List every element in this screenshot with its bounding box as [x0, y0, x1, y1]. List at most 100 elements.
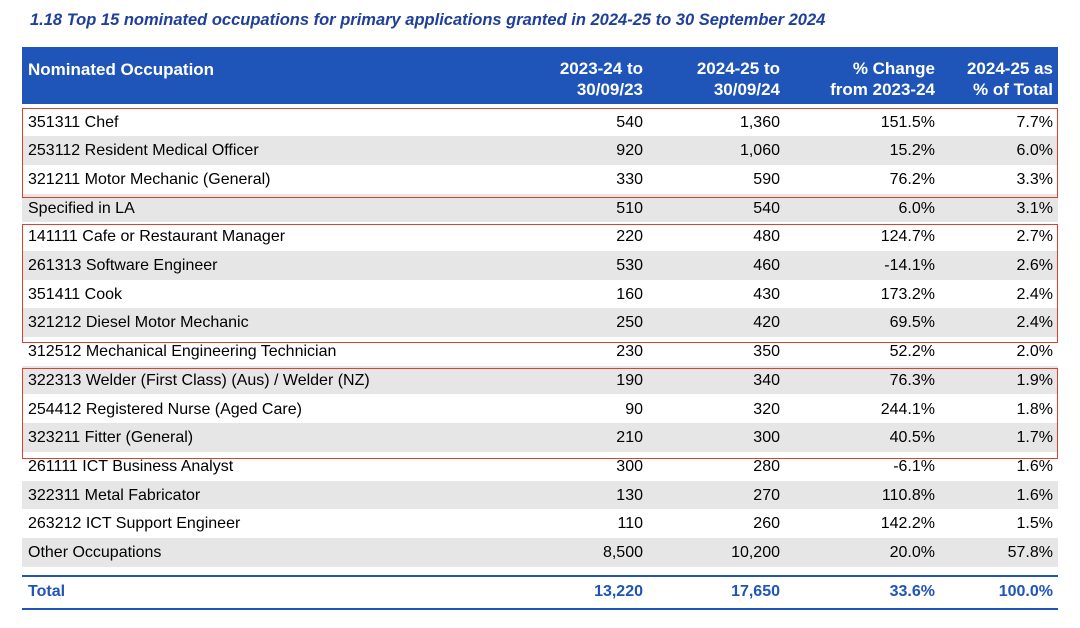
- table-row: 351411 Cook 160 430 173.2% 2.4%: [22, 280, 1058, 309]
- cell: Nominated Occupation: [28, 60, 215, 79]
- cell: 263212 ICT Support Engineer: [28, 515, 241, 533]
- cell: -6.1%: [893, 457, 935, 475]
- cell: 57.8%: [1007, 544, 1053, 561]
- cell: 330: [616, 170, 643, 188]
- cell: Other Occupations: [28, 544, 162, 561]
- cell: 124.7%: [880, 228, 935, 246]
- cell: 322313 Welder (First Class) (Aus) / Weld…: [28, 371, 370, 389]
- cell: 76.3%: [889, 371, 935, 389]
- cell: 253112 Resident Medical Officer: [28, 142, 259, 160]
- cell: 33.6%: [889, 583, 935, 600]
- cell: 280: [753, 457, 780, 475]
- cell: 7.7%: [1016, 113, 1053, 131]
- cell: 340: [753, 371, 780, 389]
- table-header: Nominated Occupation 2023-24 to 30/09/23 2…: [22, 47, 1058, 104]
- cell: 69.5%: [889, 314, 935, 332]
- cell: 210: [616, 429, 643, 447]
- cell: 1.7%: [1016, 429, 1053, 447]
- cell: 322311 Metal Fabricator: [28, 486, 201, 504]
- table-row: 321211 Motor Mechanic (General) 330 590 76.…: [22, 165, 1058, 194]
- cell: 1.5%: [1016, 515, 1053, 533]
- cell: 312512 Mechanical Engineering Technician: [28, 343, 337, 361]
- cell: 2024-25 as % of Total: [966, 59, 1053, 99]
- cell: 173.2%: [880, 285, 935, 303]
- total-row: Total 13,220 17,650 33.6% 100.0%: [22, 575, 1058, 610]
- cell: 2.4%: [1016, 314, 1053, 332]
- cell: 2.0%: [1016, 343, 1053, 361]
- cell: 141111 Cafe or Restaurant Manager: [28, 228, 286, 246]
- cell: 320: [753, 400, 780, 418]
- cell: 3.3%: [1016, 170, 1053, 188]
- cell: 430: [753, 285, 780, 303]
- table-row: Other Occupations 8,500 10,200 20.0% 57.8%: [22, 538, 1058, 567]
- highlight-box: [22, 108, 1058, 198]
- cell: 300: [753, 429, 780, 447]
- cell: 323211 Fitter (General): [28, 429, 194, 447]
- cell: 1.6%: [1016, 457, 1053, 475]
- cell: 350: [753, 343, 780, 361]
- cell: 220: [616, 228, 643, 246]
- cell: 20.0%: [889, 544, 935, 561]
- table-row: 351311 Chef 540 1,360 151.5% 7.7%: [22, 108, 1058, 137]
- cell: 1,360: [739, 113, 780, 131]
- cell: 480: [753, 228, 780, 246]
- cell: 6.0%: [898, 199, 935, 217]
- cell: 261313 Software Engineer: [28, 257, 218, 274]
- cell: % Change from 2023-24: [830, 59, 935, 99]
- table-row: 254412 Registered Nurse (Aged Care) 90 320…: [22, 395, 1058, 424]
- cell: 130: [616, 486, 643, 504]
- cell: 8,500: [602, 544, 643, 561]
- table-row: 323211 Fitter (General) 210 300 40.5% 1.7%: [22, 423, 1058, 452]
- cell: 142.2%: [880, 515, 935, 533]
- cell: 3.1%: [1016, 199, 1053, 217]
- cell: 1.6%: [1016, 486, 1053, 504]
- cell: 254412 Registered Nurse (Aged Care): [28, 400, 302, 418]
- cell: Specified in LA: [28, 199, 135, 217]
- cell: 52.2%: [889, 343, 935, 361]
- cell: 160: [616, 285, 643, 303]
- cell: 10,200: [731, 544, 780, 561]
- cell: 151.5%: [880, 113, 935, 131]
- cell: -14.1%: [884, 257, 935, 274]
- table-row: 261313 Software Engineer 530 460 -14.1% 2.6%: [22, 251, 1058, 280]
- cell: 530: [616, 257, 643, 274]
- cell: 2023-24 to 30/09/23: [559, 59, 643, 99]
- cell: 100.0%: [998, 583, 1053, 600]
- table-row: 321212 Diesel Motor Mechanic 250 420 69.5% 2…: [22, 308, 1058, 338]
- cell: 190: [616, 371, 643, 389]
- cell: 300: [616, 457, 643, 475]
- cell: Total: [28, 583, 66, 600]
- cell: 321211 Motor Mechanic (General): [28, 170, 271, 188]
- cell: 460: [753, 257, 780, 274]
- table-row: 312512 Mechanical Engineering Technician…: [22, 337, 1058, 366]
- cell: 17,650: [731, 583, 780, 600]
- table-row: 322313 Welder (First Class) (Aus) / Weld…: [22, 365, 1058, 395]
- cell: 351411 Cook: [28, 285, 122, 303]
- cell: 6.0%: [1016, 142, 1053, 160]
- cell: 270: [753, 486, 780, 504]
- cell: 110.8%: [881, 486, 935, 504]
- cell: 2024-25 to 30/09/24: [696, 59, 780, 99]
- cell: 540: [616, 113, 643, 131]
- table-row: Specified in LA 510 540 6.0% 3.1%: [22, 193, 1058, 223]
- cell: 261111 ICT Business Analyst: [28, 457, 234, 475]
- cell: 76.2%: [889, 170, 935, 188]
- table-row: 263212 ICT Support Engineer 110 260 142.2% 1…: [22, 509, 1058, 538]
- cell: 2.6%: [1016, 257, 1053, 274]
- table-row: 141111 Cafe or Restaurant Manager 220 480 1…: [22, 222, 1058, 251]
- cell: 250: [616, 314, 643, 332]
- cell: 1.8%: [1016, 400, 1053, 418]
- title: 1.18 Top 15 nominated occupations for pr…: [30, 11, 826, 29]
- cell: 15.2%: [889, 142, 935, 160]
- cell: 510: [616, 199, 643, 217]
- cell: 90: [625, 400, 643, 418]
- cell: 230: [616, 343, 643, 361]
- highlight-box: [22, 224, 1058, 343]
- highlight-box: [22, 368, 1058, 459]
- table-row: 261111 ICT Business Analyst 300 280 -6.1% 1.…: [22, 452, 1058, 481]
- cell: 40.5%: [889, 429, 935, 447]
- table-row: 253112 Resident Medical Officer 920 1,060 1…: [22, 136, 1058, 165]
- cell: 1,060: [739, 142, 780, 160]
- cell: 920: [616, 142, 643, 160]
